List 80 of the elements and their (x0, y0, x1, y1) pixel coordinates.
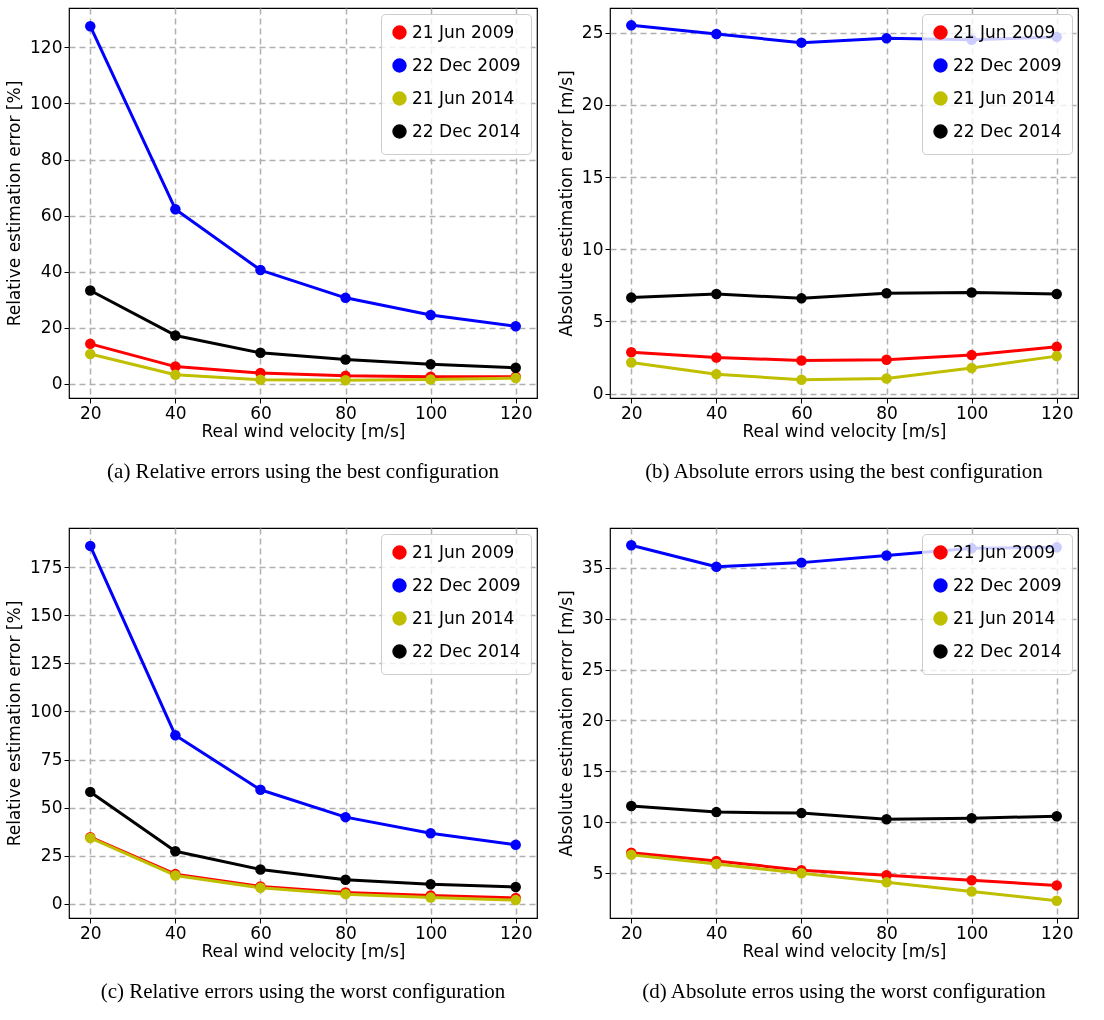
x-tick-label: 20 (79, 402, 102, 423)
x-tick-label: 100 (955, 922, 989, 943)
x-tick-label: 40 (706, 922, 728, 943)
text: (d) Absolute erros using the worst configuration (642, 979, 1047, 1003)
y-tick-label: 0 (592, 383, 604, 404)
y-tick-label: 10 (581, 811, 604, 832)
x-tick-label: 80 (335, 402, 357, 423)
x-tick-label: 80 (335, 922, 357, 943)
x-tick-label: 40 (165, 922, 187, 943)
y-axis-title: Absolute estimation error [m/s] (555, 70, 576, 337)
text: (c) Relative errors using the worst configuration (100, 979, 506, 1003)
x-tick-label: 60 (250, 402, 272, 423)
y-tick-label: 5 (592, 862, 604, 883)
y-tick-label: 100 (30, 700, 63, 721)
x-tick-label: 80 (876, 922, 898, 943)
y-tick-label: 25 (581, 659, 604, 680)
y-axis-title: Relative estimation error [%] (4, 600, 25, 847)
y-tick-label: 60 (40, 205, 63, 226)
legend-label: 21 Jun 2009 (953, 541, 1056, 562)
x-tick-label: 120 (500, 402, 533, 423)
legend-label: 22 Dec 2014 (412, 120, 521, 141)
y-tick-label: 40 (40, 261, 63, 282)
y-tick-label: 50 (40, 797, 63, 818)
x-tick-label: 120 (1041, 922, 1074, 943)
y-tick-label: 0 (51, 893, 63, 914)
x-tick-label: 20 (79, 922, 102, 943)
y-tick-label: 20 (40, 317, 63, 338)
x-tick-label: 120 (1041, 402, 1074, 423)
legend-label: 22 Dec 2009 (953, 574, 1062, 595)
x-tick-label: 100 (955, 402, 989, 423)
y-tick-label: 75 (40, 749, 63, 770)
y-tick-label: 0 (51, 373, 63, 394)
legend-label: 21 Jun 2014 (412, 87, 515, 108)
legend-label: 21 Jun 2014 (953, 607, 1056, 628)
text: (a) Relative errors using the best configuration (107, 459, 500, 483)
legend-label: 22 Dec 2014 (412, 640, 521, 661)
x-axis-title: Real wind velocity [m/s] (742, 940, 947, 961)
text: (b) Absolute errors using the best configuration (645, 459, 1044, 483)
y-axis-title: Relative estimation error [%] (4, 80, 25, 327)
y-tick-label: 120 (30, 36, 63, 57)
y-tick-label: 25 (581, 22, 604, 43)
x-tick-label: 40 (165, 402, 187, 423)
legend-label: 21 Jun 2009 (412, 541, 515, 562)
y-tick-label: 10 (581, 238, 604, 259)
x-tick-label: 40 (706, 402, 728, 423)
y-tick-label: 5 (592, 310, 604, 331)
x-tick-label: 60 (791, 922, 813, 943)
y-axis-title: Absolute estimation error [m/s] (555, 590, 576, 857)
y-tick-label: 80 (40, 149, 63, 170)
legend-label: 21 Jun 2009 (953, 21, 1056, 42)
y-tick-label: 20 (581, 94, 604, 115)
legend-label: 21 Jun 2014 (412, 607, 515, 628)
legend-label: 21 Jun 2014 (953, 87, 1056, 108)
x-tick-label: 80 (876, 402, 898, 423)
x-axis-title: Real wind velocity [m/s] (742, 420, 947, 441)
x-tick-label: 100 (414, 402, 448, 423)
x-axis-title: Real wind velocity [m/s] (201, 420, 406, 441)
legend-label: 22 Dec 2014 (953, 120, 1062, 141)
x-tick-label: 100 (414, 922, 448, 943)
y-tick-label: 175 (30, 556, 63, 577)
legend-label: 22 Dec 2014 (953, 640, 1062, 661)
x-tick-label: 20 (620, 402, 643, 423)
x-tick-label: 120 (500, 922, 533, 943)
y-tick-label: 20 (581, 709, 604, 730)
legend-label: 22 Dec 2009 (412, 574, 521, 595)
x-tick-label: 60 (791, 402, 813, 423)
y-tick-label: 100 (30, 92, 63, 113)
legend-label: 21 Jun 2009 (412, 21, 515, 42)
legend-label: 22 Dec 2009 (953, 54, 1062, 75)
y-tick-label: 150 (30, 604, 63, 625)
y-tick-label: 35 (581, 557, 604, 578)
y-tick-label: 25 (40, 845, 63, 866)
y-tick-label: 125 (30, 652, 63, 673)
y-tick-label: 15 (581, 166, 604, 187)
x-tick-label: 20 (620, 922, 643, 943)
y-tick-label: 30 (581, 608, 604, 629)
y-tick-label: 15 (581, 760, 604, 781)
legend-label: 22 Dec 2009 (412, 54, 521, 75)
x-axis-title: Real wind velocity [m/s] (201, 940, 406, 961)
x-tick-label: 60 (250, 922, 272, 943)
